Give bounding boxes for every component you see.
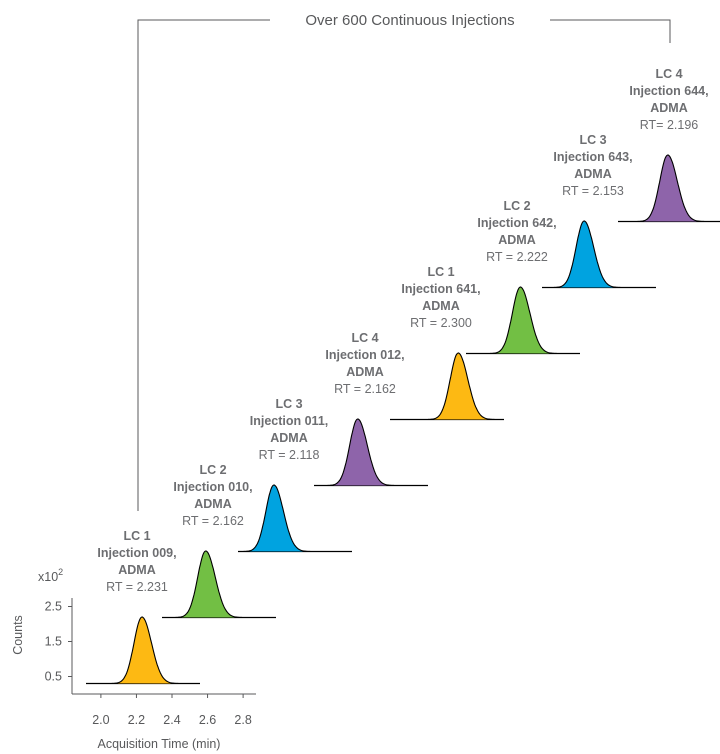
peak-outline: [111, 616, 179, 685]
peak-trace: LC 4 Injection 644, ADMA RT= 2.196: [618, 67, 720, 223]
x-tick-label: 2.2: [128, 713, 145, 727]
peak-rt-label: RT= 2.196: [640, 118, 699, 132]
peak-trace: LC 2 Injection 642, ADMA RT = 2.222: [466, 199, 580, 355]
x-tick-label: 2.0: [92, 713, 109, 727]
peak-analyte-label: ADMA: [574, 167, 612, 181]
peak-area: [243, 485, 311, 552]
y-scale-base: x10: [38, 570, 58, 584]
peak-outline: [175, 550, 243, 619]
bracket-line: [137, 19, 671, 511]
peak-injection-label: Injection 010,: [173, 480, 252, 494]
peak-outline: [553, 220, 621, 289]
peak-area: [175, 551, 243, 618]
y-axis-label: Counts: [11, 615, 25, 655]
x-tick-label: 2.6: [199, 713, 216, 727]
peak-rt-label: RT = 2.162: [182, 514, 244, 528]
peak-outline: [428, 352, 495, 421]
peak-trace: LC 3 Injection 011, ADMA RT = 2.118: [238, 397, 352, 553]
x-axis-ticks: 2.0 2.2 2.4 2.6 2.8: [92, 694, 252, 727]
peak-analyte-label: ADMA: [118, 563, 156, 577]
y-tick-label: 0.5: [45, 670, 62, 684]
peak-trace: LC 4 Injection 012, ADMA RT = 2.162: [314, 331, 428, 487]
chart-title: Over 600 Continuous Injections: [305, 12, 514, 29]
y-tick-label: 1.5: [45, 635, 62, 649]
peak-area: [637, 155, 705, 222]
peak-lc-label: LC 4: [655, 67, 682, 81]
y-axis-ticks: 0.5 1.5 2.5: [45, 600, 72, 684]
peak-lc-label: LC 3: [579, 133, 606, 147]
peak-rt-label: RT = 2.153: [562, 184, 624, 198]
peak-analyte-label: ADMA: [270, 431, 308, 445]
peak-analyte-label: ADMA: [650, 101, 688, 115]
peak-area: [111, 617, 179, 684]
peak-lc-label: LC 2: [199, 463, 226, 477]
peak-lc-label: LC 4: [351, 331, 378, 345]
peak-outline: [327, 418, 395, 487]
x-tick-label: 2.4: [163, 713, 180, 727]
peak-injection-label: Injection 641,: [401, 282, 480, 296]
axes: 2.0 2.2 2.4 2.6 2.8 0.5 1.5 2.5 Acquisition Ti…: [11, 567, 256, 751]
peaks-group: LC 1 Injection 009, ADMA RT = 2.231 LC 2 Inje…: [86, 67, 720, 685]
peak-area: [327, 419, 395, 486]
peak-trace: LC 1 Injection 009, ADMA RT = 2.231: [86, 529, 200, 685]
peak-trace: LC 2 Injection 010, ADMA RT = 2.162: [162, 463, 276, 619]
peak-trace: LC 3 Injection 643, ADMA RT = 2.153: [542, 133, 656, 289]
peak-rt-label: RT = 2.231: [106, 580, 168, 594]
peak-injection-label: Injection 642,: [477, 216, 556, 230]
y-scale-exponent: 2: [58, 567, 63, 577]
peak-rt-label: RT = 2.222: [486, 250, 548, 264]
peak-area: [553, 221, 621, 288]
peak-analyte-label: ADMA: [194, 497, 232, 511]
peak-lc-label: LC 3: [275, 397, 302, 411]
peak-outline: [490, 286, 558, 355]
peak-outline: [243, 484, 311, 553]
peak-lc-label: LC 1: [123, 529, 150, 543]
y-scale-label: x102: [38, 567, 63, 584]
peak-area: [428, 353, 495, 420]
peak-injection-label: Injection 643,: [553, 150, 632, 164]
peak-lc-label: LC 2: [503, 199, 530, 213]
peak-rt-label: RT = 2.162: [334, 382, 396, 396]
peak-outline: [637, 154, 705, 223]
peak-trace: LC 1 Injection 641, ADMA RT = 2.300: [390, 265, 504, 421]
peak-analyte-label: ADMA: [498, 233, 536, 247]
banner-bracket: Over 600 Continuous Injections: [137, 12, 671, 511]
peak-injection-label: Injection 009,: [97, 546, 176, 560]
peak-area: [490, 287, 557, 354]
peak-injection-label: Injection 644,: [629, 84, 708, 98]
peak-analyte-label: ADMA: [346, 365, 384, 379]
peak-injection-label: Injection 012,: [325, 348, 404, 362]
peak-injection-label: Injection 011,: [250, 414, 329, 428]
x-axis-label: Acquisition Time (min): [98, 737, 221, 751]
peak-analyte-label: ADMA: [422, 299, 460, 313]
x-tick-label: 2.8: [234, 713, 251, 727]
peak-rt-label: RT = 2.118: [259, 448, 320, 462]
peak-lc-label: LC 1: [427, 265, 454, 279]
y-tick-label: 2.5: [45, 600, 62, 614]
peak-rt-label: RT = 2.300: [410, 316, 472, 330]
